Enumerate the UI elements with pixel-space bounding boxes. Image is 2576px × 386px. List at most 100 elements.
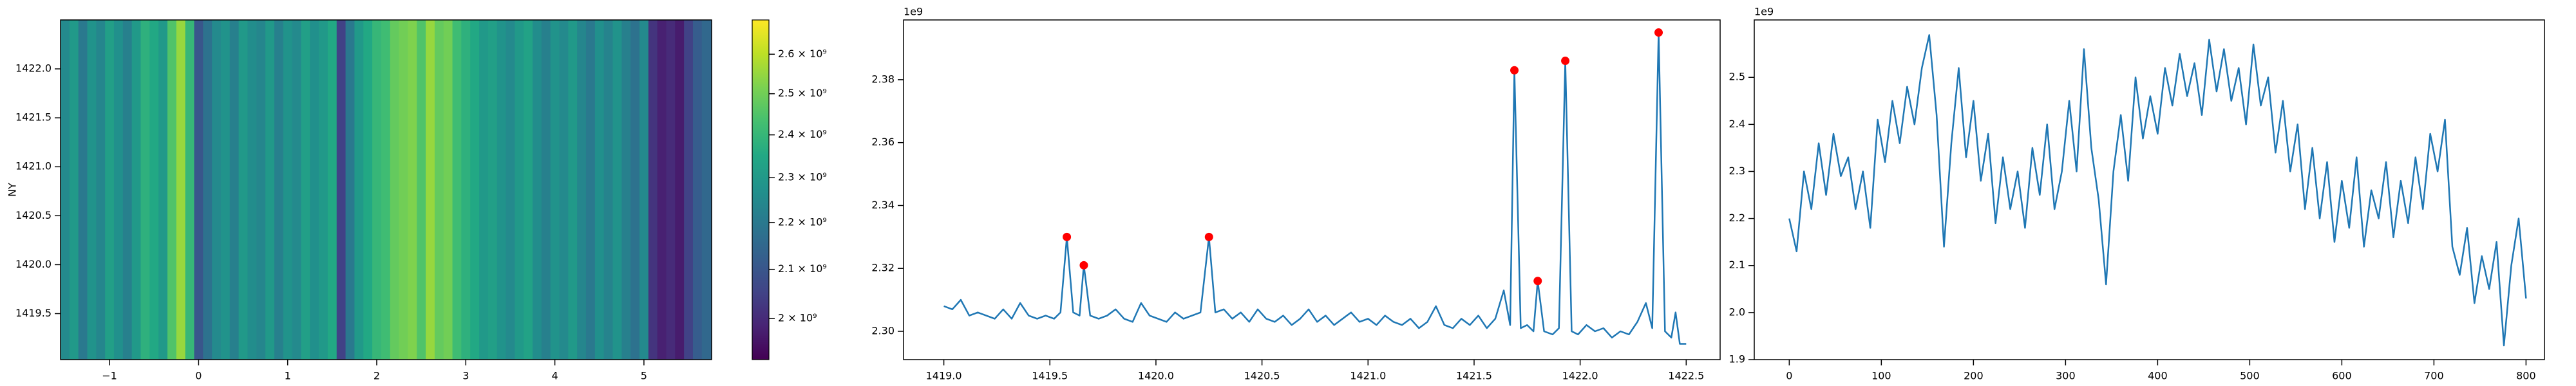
- colorbar-tick-label: 2.4 × 10⁹: [778, 128, 827, 140]
- heatmap-cell: [666, 20, 676, 360]
- axes-frame: [1754, 19, 2545, 360]
- heatmap-cell: [701, 20, 712, 360]
- x-tick-label: 200: [1964, 370, 1984, 382]
- x-tick-label: 5: [641, 370, 647, 382]
- heatmap-cell: [603, 20, 614, 360]
- heatmap-cell: [194, 20, 204, 360]
- y-tick-label: 2.32: [871, 262, 895, 274]
- heatmap-cell: [648, 20, 658, 360]
- y-axis-label: NY: [6, 183, 19, 197]
- peak-marker: [1063, 232, 1072, 241]
- heatmap-cell: [639, 20, 649, 360]
- heatmap-cell: [292, 20, 302, 360]
- y-tick-label: 1421.0: [15, 160, 52, 172]
- x-tick-label: 800: [2516, 370, 2536, 382]
- x-tick-label: 1420.0: [1138, 370, 1174, 382]
- heatmap-cell: [506, 20, 515, 360]
- heatmap: [61, 20, 712, 360]
- line-series: [943, 32, 1687, 345]
- y-tick-label: 2.38: [871, 73, 895, 85]
- heatmap-cell: [426, 20, 435, 360]
- heatmap-cell: [167, 20, 177, 360]
- colorbar-tick-label: 2.1 × 10⁹: [778, 262, 827, 275]
- x-tick-label: 0: [195, 370, 202, 382]
- heatmap-cell: [577, 20, 587, 360]
- heatmap-cell: [310, 20, 319, 360]
- offset-text: 1e9: [1754, 6, 1774, 18]
- y-tick-label: 1422.0: [15, 62, 52, 75]
- heatmap-cell: [621, 20, 631, 360]
- y-tick-label: 2.1: [1729, 259, 1745, 271]
- y-tick-label: 1421.5: [15, 111, 52, 124]
- heatmap-cell: [488, 20, 498, 360]
- heatmap-cell: [176, 20, 186, 360]
- heatmap-cell: [533, 20, 542, 360]
- heatmap-cell: [345, 20, 355, 360]
- heatmap-cell: [684, 20, 694, 360]
- offset-text: 1e9: [904, 6, 923, 18]
- heatmap-cell: [336, 20, 346, 360]
- x-tick-label: 300: [2056, 370, 2076, 382]
- heatmap-cell: [479, 20, 489, 360]
- x-tick-label: 4: [551, 370, 558, 382]
- heatmap-cell: [550, 20, 560, 360]
- heatmap-cell: [274, 20, 284, 360]
- heatmap-cell: [87, 20, 97, 360]
- heatmap-cell: [657, 20, 667, 360]
- line-series: [1788, 34, 2527, 347]
- heatmap-cell: [461, 20, 471, 360]
- heatmap-cell: [381, 20, 391, 360]
- peak-marker: [1654, 28, 1663, 37]
- heatmap-cell: [265, 20, 275, 360]
- x-tick-label: 1422.0: [1562, 370, 1598, 382]
- heatmap-cell: [452, 20, 462, 360]
- heatmap-cell: [515, 20, 524, 360]
- x-tick-label: 2: [374, 370, 380, 382]
- heatmap-cell: [96, 20, 106, 360]
- heatmap-cell: [229, 20, 240, 360]
- x-tick-label: 500: [2240, 370, 2260, 382]
- axes-frame: [903, 19, 1721, 360]
- heatmap-cell: [559, 20, 569, 360]
- colorbar: [752, 19, 770, 360]
- x-tick-label: 700: [2424, 370, 2444, 382]
- x-tick-label: −1: [102, 370, 117, 382]
- heatmap-cell: [434, 20, 444, 360]
- heatmap-cell: [131, 20, 142, 360]
- peak-marker: [1533, 277, 1542, 286]
- heatmap-cell: [247, 20, 257, 360]
- heatmap-cell: [105, 20, 115, 360]
- y-tick-label: 2.5: [1729, 71, 1745, 83]
- heatmap-cell: [283, 20, 293, 360]
- heatmap-cell: [69, 20, 79, 360]
- heatmap-cell: [417, 20, 426, 360]
- heatmap-cell: [524, 20, 533, 360]
- y-tick-label: 1420.5: [15, 209, 52, 221]
- heatmap-cell: [585, 20, 596, 360]
- y-tick-label: 2.34: [871, 199, 895, 211]
- axes-frame: [60, 19, 712, 360]
- x-tick-label: 400: [2148, 370, 2168, 382]
- y-tick-label: 2.4: [1729, 118, 1745, 130]
- heatmap-cell: [692, 20, 703, 360]
- x-tick-label: 100: [1871, 370, 1891, 382]
- peak-marker: [1510, 66, 1519, 75]
- x-tick-label: 1419.0: [926, 370, 962, 382]
- heatmap-cell: [399, 20, 408, 360]
- heatmap-cell: [327, 20, 337, 360]
- heatmap-cell: [497, 20, 507, 360]
- heatmap-cell: [61, 20, 70, 360]
- x-tick-label: 1421.5: [1456, 370, 1492, 382]
- y-tick-label: 2.36: [871, 136, 895, 148]
- x-tick-label: 1422.5: [1668, 370, 1704, 382]
- heatmap-cell: [256, 20, 266, 360]
- heatmap-cell: [568, 20, 578, 360]
- heatmap-cell: [541, 20, 551, 360]
- peak-marker: [1561, 57, 1570, 66]
- colorbar-tick-label: 2.3 × 10⁹: [778, 171, 827, 183]
- y-tick-label: 1.9: [1729, 353, 1745, 365]
- heatmap-cell: [301, 20, 310, 360]
- heatmap-cell: [390, 20, 400, 360]
- y-tick-label: 1420.0: [15, 258, 52, 270]
- y-tick-label: 2.2: [1729, 212, 1745, 224]
